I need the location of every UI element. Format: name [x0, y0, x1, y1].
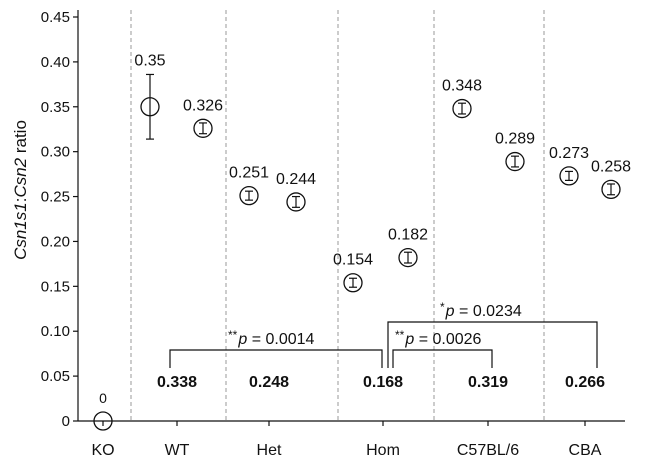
point-label: 0.273 [549, 145, 589, 162]
group-mean-label: 0.266 [565, 374, 605, 391]
bracket-line [169, 349, 383, 368]
x-tick-label: Hom [366, 442, 400, 459]
point-label: 0.154 [333, 252, 373, 269]
group-means: 0.338 0.248 0.168 0.319 0.266 [157, 374, 605, 391]
data-point: 0.348 [442, 78, 482, 119]
significance-bracket: *p = 0.0234 [387, 300, 598, 368]
y-tick-label: 0.15 [41, 278, 70, 295]
bracket-line [387, 321, 598, 368]
y-tick-label: 0.20 [41, 233, 70, 250]
point-marker [452, 98, 472, 119]
group-mean-label: 0.338 [157, 374, 197, 391]
x-tick-label: WT [165, 442, 190, 459]
point-label: 0.258 [591, 158, 631, 175]
y-tick-label: 0.45 [41, 9, 70, 26]
data-point: 0.154 [333, 252, 373, 293]
point-marker [286, 192, 306, 212]
data-point: 0.244 [276, 171, 316, 212]
data-point: 0.289 [495, 131, 535, 172]
group-mean-label: 0.248 [249, 374, 289, 391]
y-tick-label: 0.30 [41, 144, 70, 161]
data-point: 0.182 [388, 227, 428, 268]
axes: 0 0.05 0.10 0.15 0.20 0.25 0.30 0.35 0.40 0.45 KO W… [41, 9, 625, 459]
point-marker [505, 151, 525, 172]
point-label: 0.289 [495, 131, 535, 148]
point-label: 0.35 [134, 52, 165, 69]
data-point: 0.251 [229, 165, 269, 206]
significance-label: **p = 0.0026 [395, 328, 482, 348]
y-tick-label: 0.10 [41, 323, 70, 340]
x-tick-label: C57BL/6 [457, 442, 519, 459]
x-tick-label: CBA [569, 442, 602, 459]
point-label: 0.348 [442, 78, 482, 95]
point-marker [601, 179, 621, 200]
point-label: 0.244 [276, 171, 316, 188]
data-point: 0.258 [591, 158, 631, 200]
data-point: 0 [93, 390, 113, 431]
point-marker [239, 186, 259, 206]
y-tick-label: 0 [62, 413, 70, 430]
x-tick-label: Het [257, 442, 282, 459]
y-axis-label: Csn1s1:Csn2 ratio [11, 120, 30, 260]
y-tick-label: 0.05 [41, 368, 70, 385]
y-tick-label: 0.35 [41, 99, 70, 116]
point-label: 0 [99, 390, 107, 406]
significance-bracket: **p = 0.0014 [169, 328, 383, 368]
point-label: 0.326 [183, 97, 223, 114]
point-marker [559, 166, 579, 186]
data-point: 0.326 [183, 97, 223, 138]
point-label: 0.251 [229, 165, 269, 182]
significance-annotations: **p = 0.0014 **p = 0.0026 *p = 0.0234 [169, 300, 598, 368]
data-points: 0 0.35 0.326 0.251 0.244 0.154 0.182 0.348 0.289… [93, 52, 631, 431]
significance-label: **p = 0.0014 [228, 328, 315, 348]
x-tick-label: KO [91, 442, 114, 459]
significance-bracket: **p = 0.0026 [392, 328, 493, 368]
data-point: 0.273 [549, 145, 589, 186]
y-tick-label: 0.40 [41, 54, 70, 71]
point-marker [93, 411, 113, 431]
point-marker [343, 273, 363, 293]
group-mean-label: 0.319 [468, 374, 508, 391]
point-marker [398, 247, 418, 268]
bracket-line [392, 349, 493, 368]
y-tick-label: 0.25 [41, 189, 70, 206]
group-mean-label: 0.168 [363, 374, 403, 391]
group-separators [130, 10, 545, 421]
point-marker [140, 97, 160, 117]
significance-label: *p = 0.0234 [440, 300, 522, 320]
point-label: 0.182 [388, 227, 428, 244]
data-point: 0.35 [134, 52, 166, 140]
point-marker [193, 118, 213, 138]
